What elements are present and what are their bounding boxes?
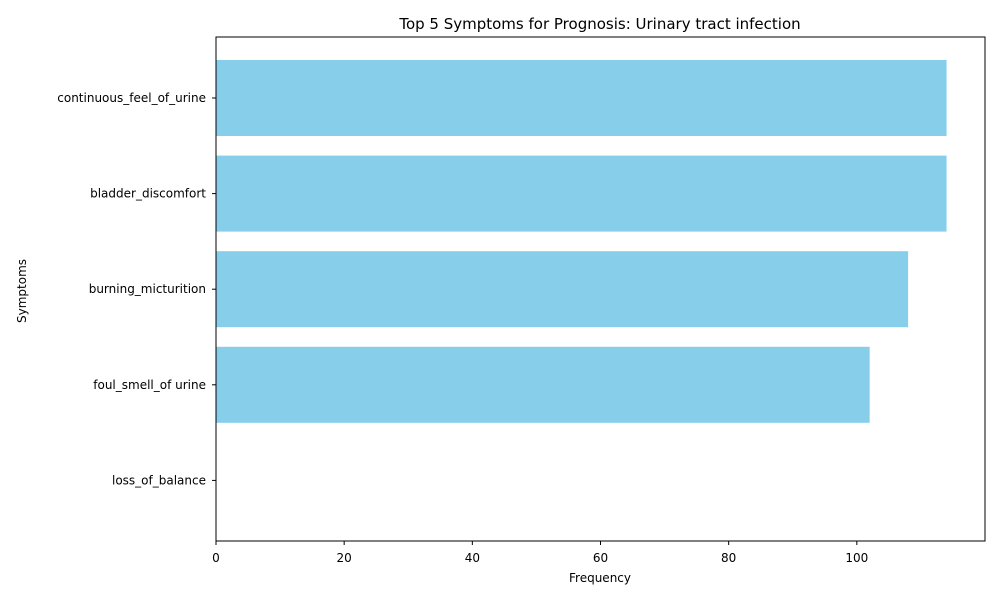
x-axis-ticks: 0 20 40 60 80 100 [212,541,868,565]
y-tick-label: continuous_feel_of_urine [57,91,206,105]
bar-burning-micturition [216,251,909,328]
axes-frame [215,36,986,542]
y-tick-label: bladder_discomfort [90,187,206,201]
bar-continuous-feel-of-urine [216,60,947,136]
x-tick-label: 60 [593,551,608,565]
chart-title: Top 5 Symptoms for Prognosis: Urinary tr… [398,15,800,33]
y-tick-label: burning_micturition [89,282,206,296]
x-tick-label: 40 [465,551,480,565]
x-tick-label: 80 [721,551,736,565]
bars-group [216,60,947,423]
x-axis-label: Frequency [569,571,631,585]
y-tick-label: foul_smell_of urine [93,378,206,392]
y-axis-label: Symptoms [15,259,29,323]
plot-frame [215,36,986,542]
x-tick-label: 100 [845,551,868,565]
x-tick-label: 0 [212,551,220,565]
x-tick-label: 20 [337,551,352,565]
y-tick-label: loss_of_balance [112,473,206,487]
bar-bladder-discomfort [216,155,947,232]
bar-foul-smell-of-urine [216,346,870,423]
y-axis-ticks: continuous_feel_of_urine bladder_discomfo… [57,91,216,487]
